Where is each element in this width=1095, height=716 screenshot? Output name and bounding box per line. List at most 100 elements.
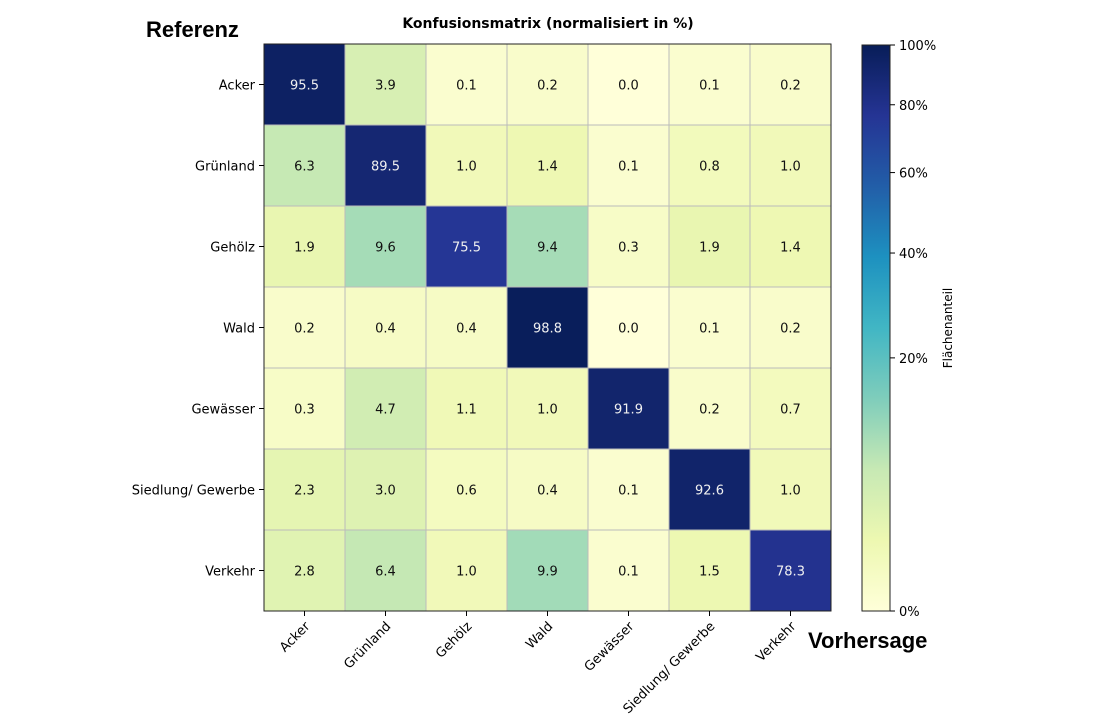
heatmap-cell <box>668 43 751 126</box>
cell-value-label: 1.0 <box>456 565 477 580</box>
x-tick-label: Siedlung/ Gewerbe <box>621 619 719 716</box>
colorbar-tick-label: 40% <box>899 247 928 262</box>
heatmap-cell <box>344 286 427 369</box>
cell-value-label: 2.8 <box>294 565 315 580</box>
cell-value-label: 1.4 <box>780 241 801 256</box>
heatmap-cell <box>749 367 832 450</box>
heatmap-cell <box>587 448 670 531</box>
cell-value-label: 1.0 <box>537 403 558 418</box>
heatmap-cell <box>587 43 670 126</box>
cell-value-label: 1.0 <box>780 160 801 175</box>
y-tick-label: Gewässer <box>191 403 255 418</box>
heatmap-cell <box>506 448 589 531</box>
cell-value-label: 0.4 <box>375 322 396 337</box>
cell-value-label: 95.5 <box>290 79 319 94</box>
y-axis-ticks: Acker Grünland Gehölz Wald Gewässer Siedlung/… <box>132 79 264 580</box>
heatmap-cell <box>668 529 751 612</box>
heatmap-cell <box>668 124 751 207</box>
heatmap-cell <box>425 529 508 612</box>
heatmap-cell <box>749 529 832 612</box>
cell-value-label: 0.1 <box>456 79 477 94</box>
cell-value-label: 0.2 <box>294 322 315 337</box>
heatmap-cell <box>263 529 346 612</box>
cell-value-label: 1.5 <box>699 565 720 580</box>
x-tick-label: Acker <box>277 619 314 656</box>
cell-value-label: 1.9 <box>699 241 720 256</box>
cell-value-label: 2.3 <box>294 484 315 499</box>
cell-value-label: 3.0 <box>375 484 396 499</box>
colorbar-label: Flächenanteil <box>941 288 955 369</box>
colorbar-gradient <box>861 44 891 612</box>
x-tick-label: Grünland <box>341 619 394 672</box>
cell-value-label: 0.2 <box>780 79 801 94</box>
reference-axis-label: Referenz <box>146 17 239 42</box>
cell-value-label: 9.9 <box>537 565 558 580</box>
cell-value-label: 0.2 <box>780 322 801 337</box>
cell-value-label: 6.3 <box>294 160 315 175</box>
cell-value-label: 0.8 <box>699 160 720 175</box>
cell-value-label: 98.8 <box>533 322 562 337</box>
cell-value-label: 0.1 <box>618 484 639 499</box>
cell-value-label: 0.0 <box>618 79 639 94</box>
colorbar: 0% 20% 40% 60% 80% 100% <box>861 39 936 620</box>
cell-value-label: 1.1 <box>456 403 477 418</box>
colorbar-tick-label: 80% <box>899 99 928 114</box>
cell-value-label: 0.2 <box>699 403 720 418</box>
heatmap-cell <box>587 124 670 207</box>
x-tick-label: Gewässer <box>582 619 638 675</box>
cell-value-label: 0.4 <box>537 484 558 499</box>
y-tick-label: Wald <box>223 322 255 337</box>
heatmap-cell <box>749 448 832 531</box>
cell-value-label: 0.3 <box>618 241 639 256</box>
heatmap-cell <box>668 286 751 369</box>
cell-value-label: 0.6 <box>456 484 477 499</box>
cell-value-label: 92.6 <box>695 484 724 499</box>
x-tick-label: Verkehr <box>753 619 799 665</box>
cell-value-label: 1.4 <box>537 160 558 175</box>
heatmap-cell <box>263 286 346 369</box>
cell-value-label: 3.9 <box>375 79 396 94</box>
heatmap-cell <box>344 205 427 288</box>
cell-value-label: 0.1 <box>699 79 720 94</box>
cell-value-label: 0.3 <box>294 403 315 418</box>
cell-value-label: 6.4 <box>375 565 396 580</box>
heatmap-cell <box>344 448 427 531</box>
heatmap-cell <box>749 286 832 369</box>
heatmap-cell <box>425 448 508 531</box>
heatmap-cell <box>263 448 346 531</box>
heatmap-cell <box>425 367 508 450</box>
heatmap-cell <box>263 367 346 450</box>
cell-value-label: 4.7 <box>375 403 396 418</box>
cell-value-label: 0.0 <box>618 322 639 337</box>
cell-value-label: 0.4 <box>456 322 477 337</box>
colorbar-tick-label: 20% <box>899 352 928 367</box>
x-tick-label: Wald <box>523 619 556 652</box>
heatmap-cells <box>263 43 832 612</box>
cell-value-label: 75.5 <box>452 241 481 256</box>
cell-value-label: 0.1 <box>618 160 639 175</box>
heatmap-cell <box>749 124 832 207</box>
y-tick-label: Verkehr <box>205 565 256 580</box>
cell-value-label: 1.0 <box>780 484 801 499</box>
heatmap-cell <box>506 43 589 126</box>
prediction-axis-label: Vorhersage <box>808 628 928 653</box>
cell-value-label: 91.9 <box>614 403 643 418</box>
heatmap-cell <box>749 205 832 288</box>
heatmap-cell <box>668 205 751 288</box>
cell-value-label: 9.6 <box>375 241 396 256</box>
x-axis-ticks: Acker Grünland Gehölz Wald GewässerSiedlung/… <box>277 611 800 716</box>
heatmap-cell <box>587 205 670 288</box>
y-tick-label: Acker <box>219 79 256 94</box>
heatmap-cell <box>506 286 589 369</box>
heatmap-cell-labels: 95.5 3.9 0.1 0.2 0.0 0.1 0.2 6.3 89.5 1.0 1.4 0.1 0.… <box>290 79 805 580</box>
heatmap-cell <box>506 529 589 612</box>
cell-value-label: 9.4 <box>537 241 558 256</box>
cell-value-label: 0.1 <box>699 322 720 337</box>
y-tick-label: Gehölz <box>210 241 255 256</box>
cell-value-label: 1.9 <box>294 241 315 256</box>
cell-value-label: 0.2 <box>537 79 558 94</box>
y-tick-label: Grünland <box>195 160 255 175</box>
colorbar-tick-label: 60% <box>899 167 928 182</box>
cell-value-label: 89.5 <box>371 160 400 175</box>
